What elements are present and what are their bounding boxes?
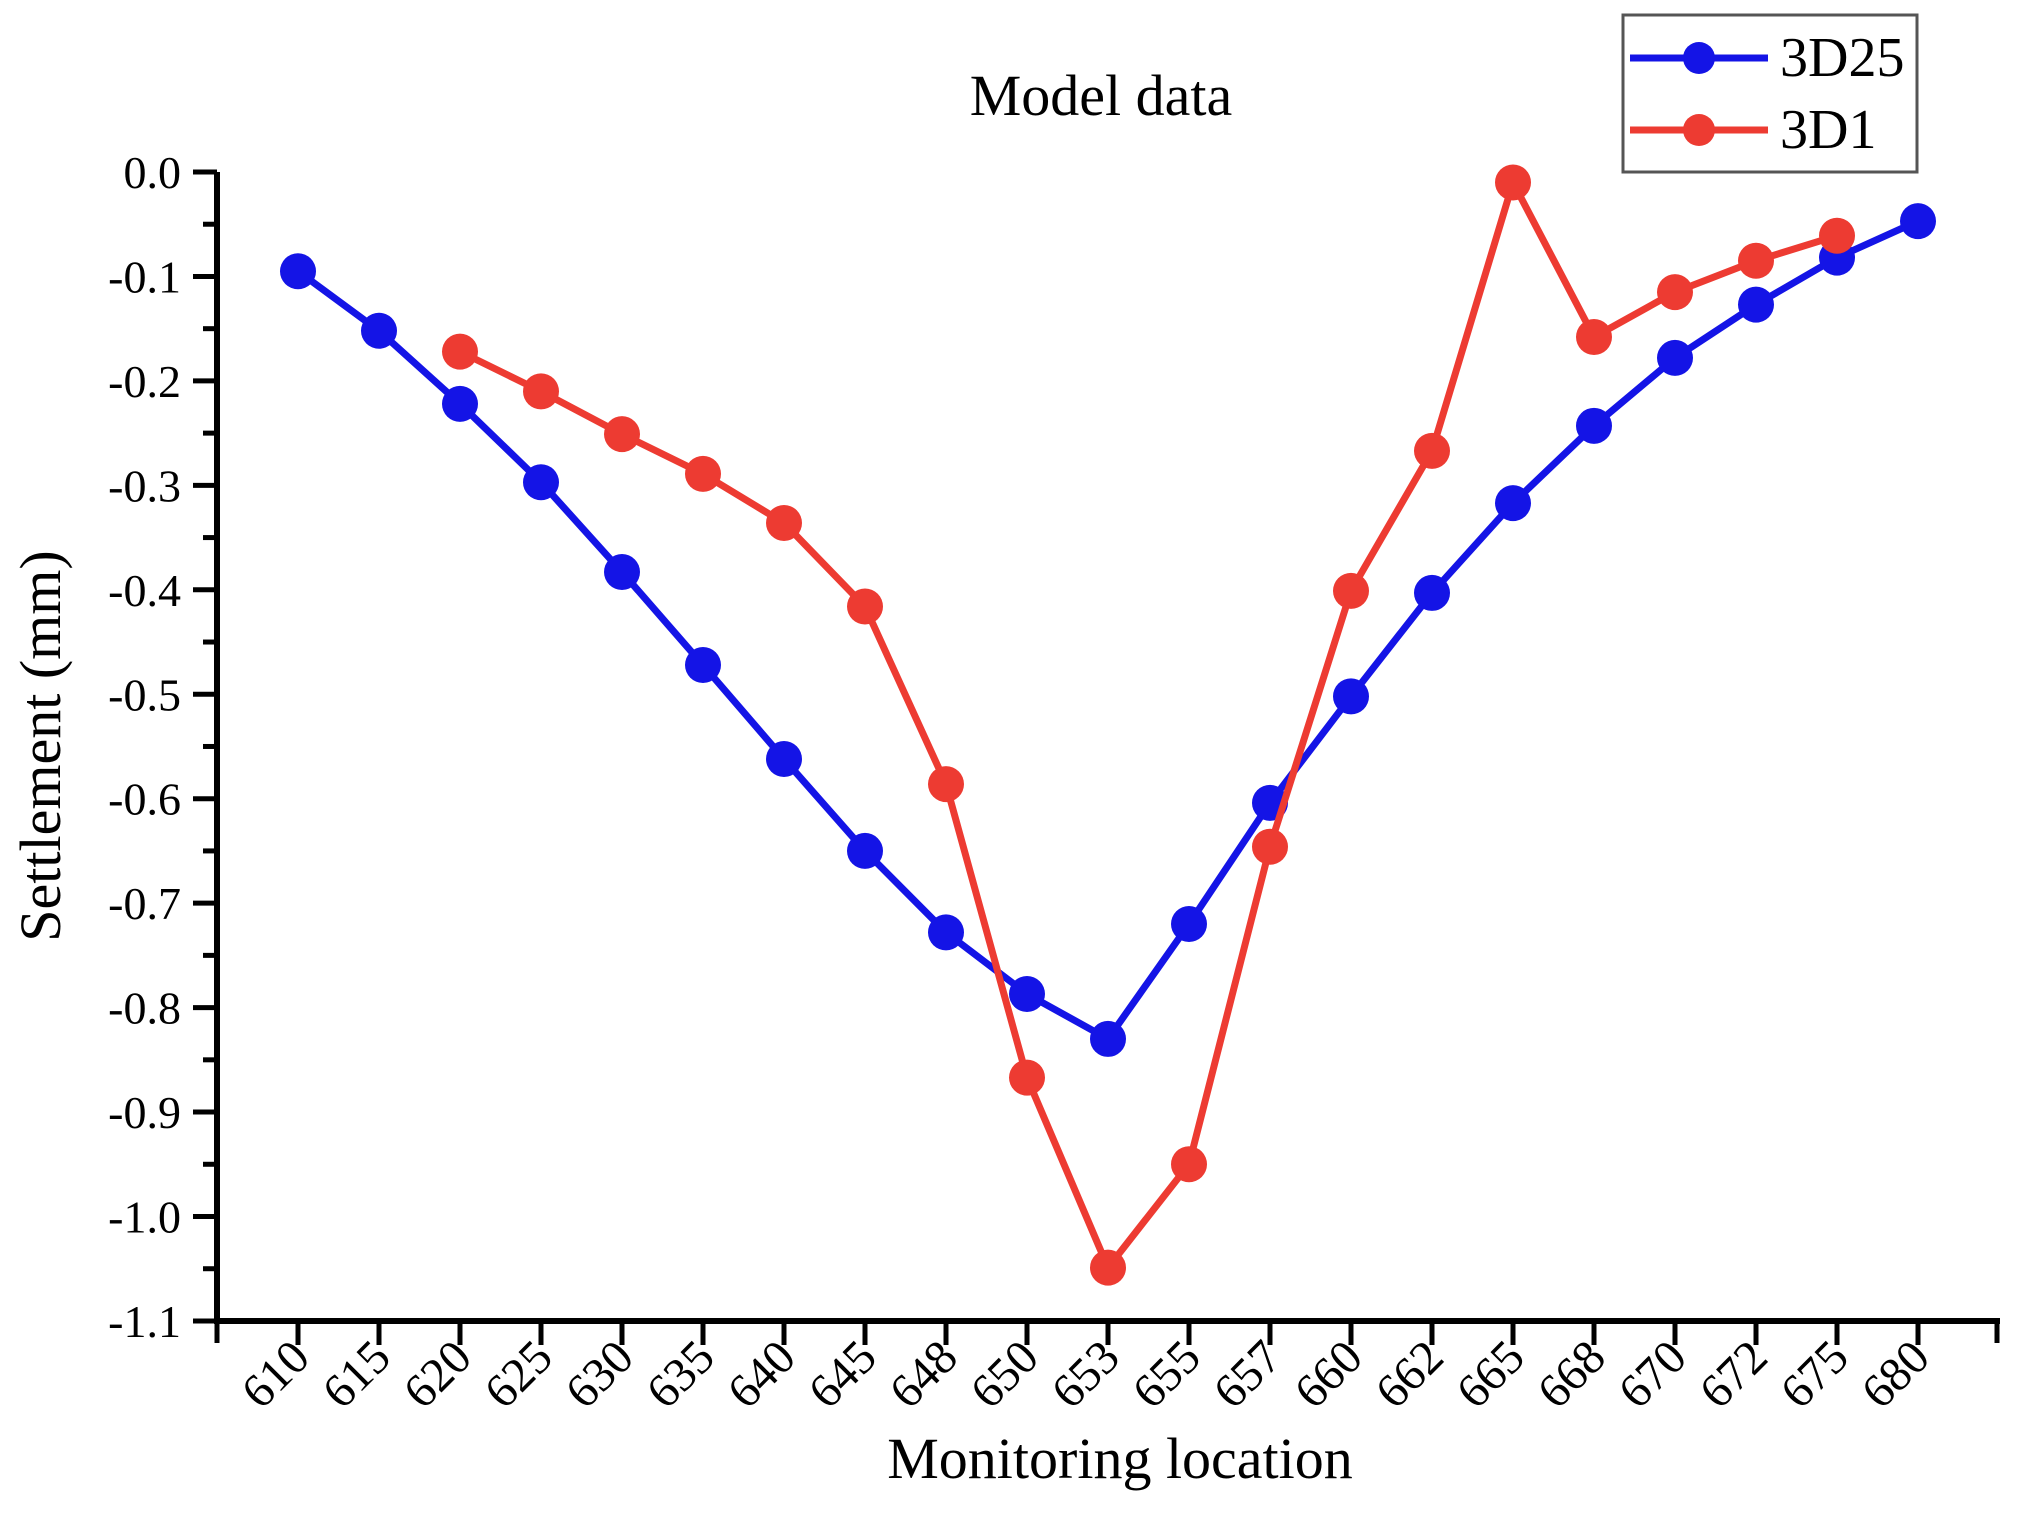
x-tick-label: 625 [474,1330,562,1418]
data-point-3D1 [1819,217,1855,254]
x-tick-label: 653 [1041,1330,1129,1418]
data-point-3D25 [1495,485,1531,522]
y-tick-label: -0.7 [108,878,181,929]
data-point-3D25 [604,554,640,591]
y-tick-label: -1.0 [108,1192,181,1243]
x-tick-label: 668 [1527,1330,1615,1418]
data-point-3D1 [685,455,721,492]
data-point-3D25 [1414,574,1450,611]
data-point-3D1 [604,416,640,453]
data-point-3D1 [928,766,964,803]
y-tick-label: -0.1 [108,251,181,302]
y-tick-label: -0.4 [108,565,181,616]
data-point-3D1 [523,373,559,410]
data-point-3D1 [1576,319,1612,356]
x-tick-label: 675 [1770,1330,1858,1418]
x-tick-label: 645 [798,1330,886,1418]
data-point-3D1 [1252,828,1288,865]
x-tick-label: 660 [1284,1330,1372,1418]
y-tick-label: -1.1 [108,1296,181,1347]
data-point-3D1 [1009,1059,1045,1096]
data-point-3D1 [1090,1249,1126,1286]
data-point-3D1 [766,504,802,541]
x-axis-title: Monitoring location [887,1426,1353,1491]
data-point-3D1 [1414,432,1450,469]
x-tick-label: 648 [879,1330,967,1418]
legend-label: 3D1 [1780,99,1876,161]
data-point-3D25 [1171,906,1207,943]
data-point-3D25 [766,741,802,778]
data-point-3D25 [361,312,397,349]
x-tick-label: 672 [1689,1330,1777,1418]
y-tick-label: 0.0 [124,147,182,198]
legend-marker-icon [1683,42,1715,74]
data-point-3D1 [1657,274,1693,311]
data-point-3D25 [1900,203,1936,240]
x-tick-label: 657 [1203,1330,1291,1418]
legend-entry: 3D1 [1630,99,1876,161]
x-tick-label: 665 [1446,1330,1534,1418]
x-tick-label: 620 [393,1330,481,1418]
data-point-3D25 [280,253,316,290]
data-point-3D25 [1333,678,1369,715]
y-tick-label: -0.9 [108,1087,181,1138]
y-tick-label: -0.2 [108,356,181,407]
x-tick-label: 630 [555,1330,643,1418]
data-point-3D1 [442,333,478,370]
data-point-3D1 [1333,572,1369,609]
data-point-3D25 [1576,407,1612,444]
y-tick-label: -0.6 [108,774,181,825]
data-point-3D25 [928,914,964,951]
data-point-3D1 [1495,164,1531,201]
y-tick-label: -0.8 [108,983,181,1034]
x-tick-label: 635 [636,1330,724,1418]
data-point-3D25 [1738,286,1774,323]
legend-label: 3D25 [1780,27,1904,89]
legend-marker-icon [1683,114,1715,146]
data-point-3D1 [1738,242,1774,279]
legend-entry: 3D25 [1630,27,1904,89]
x-tick-label: 610 [231,1330,319,1418]
data-series [280,164,1936,1286]
x-tick-label: 640 [717,1330,805,1418]
x-tick-label: 615 [312,1330,400,1418]
data-point-3D25 [1657,339,1693,376]
x-tick-label: 680 [1851,1330,1939,1418]
x-tick-label: 662 [1365,1330,1453,1418]
data-point-3D25 [685,647,721,684]
x-tick-label: 670 [1608,1330,1696,1418]
data-point-3D25 [847,832,883,869]
data-point-3D1 [847,588,883,625]
x-tick-label: 655 [1122,1330,1210,1418]
data-point-3D25 [1090,1020,1126,1057]
series-3D25 [280,203,1936,1057]
series-line-3D1 [458,178,1839,1272]
x-tick-label: 650 [960,1330,1048,1418]
y-tick-label: -0.3 [108,460,181,511]
data-point-3D25 [1009,976,1045,1013]
y-axis-title: Settlement (mm) [8,550,73,941]
data-point-3D1 [1171,1146,1207,1183]
data-point-3D25 [442,385,478,422]
chart-title: Model data [970,63,1233,128]
data-point-3D25 [523,464,559,501]
legend: 3D25 3D1 [1621,13,1919,174]
series-3D1 [442,164,1855,1286]
y-tick-label: -0.5 [108,669,181,720]
legend-box [1621,13,1919,174]
